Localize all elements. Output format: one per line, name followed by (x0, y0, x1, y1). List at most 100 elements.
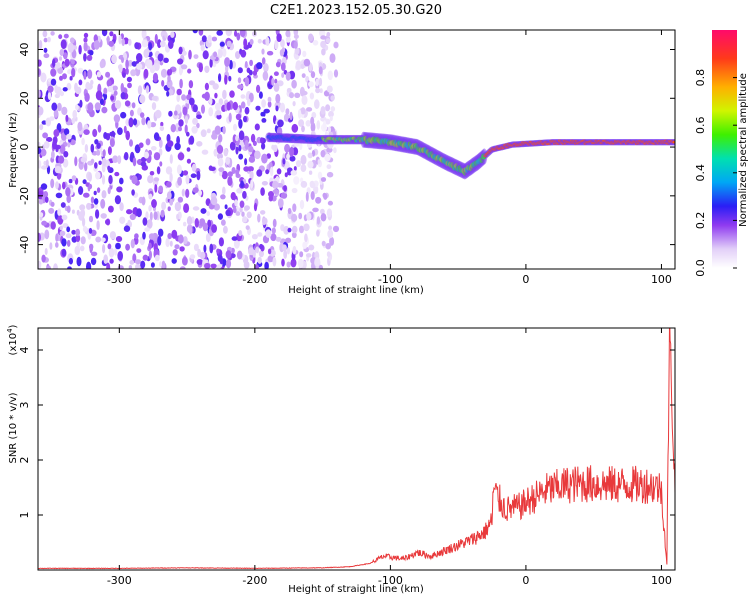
spectrogram-noise-blob (57, 67, 64, 74)
spectrogram-noise-blob (62, 158, 69, 168)
spectrogram-noise-blob (310, 116, 315, 126)
spectrogram-noise-blob (114, 100, 122, 109)
spectrogram-noise-blob (240, 49, 247, 58)
snr-y-exponent: (x104) (6, 324, 19, 355)
spectrogram-noise-blob (146, 219, 153, 229)
spectrogram-noise-blob (236, 32, 241, 41)
spectrogram-xtick-label: -300 (107, 273, 132, 286)
spectrogram-noise-blob (216, 144, 224, 154)
spectrogram-noise-blob (79, 99, 83, 108)
spectrogram-noise-blob (209, 243, 214, 254)
colorbar-tick-label: 0.2 (694, 212, 707, 230)
colorbar-tick-label: 0.0 (694, 259, 707, 277)
spectrogram-noise-blob (238, 153, 244, 160)
spectrogram-noise-blob (198, 189, 202, 197)
spectrogram-noise-blob (62, 181, 66, 190)
spectrogram-noise-blob (236, 250, 243, 260)
spectrogram-noise-blob (79, 204, 86, 211)
spectrogram-noise-blob (320, 177, 327, 182)
spectrogram-noise-blob (157, 39, 162, 49)
spectrogram-ytick-label: -40 (18, 236, 31, 254)
spectrogram-noise-blob (89, 50, 94, 56)
spectrogram-noise-blob (245, 225, 250, 231)
spectrogram-noise-blob (261, 57, 266, 65)
spectrogram-noise-blob (187, 68, 192, 74)
spectrogram-noise-blob (248, 145, 254, 153)
spectrogram-noise-blob (308, 244, 315, 251)
spectrogram-noise-blob (189, 225, 193, 235)
spectrogram-noise-blob (170, 124, 176, 133)
spectrogram-noise-blob (89, 243, 94, 251)
spectrogram-noise-blob (265, 36, 270, 46)
spectrogram-noise-blob (148, 242, 152, 250)
spectrogram-noise-blob (276, 168, 282, 175)
spectrogram-noise-blob (137, 85, 143, 95)
spectrogram-noise-blob (240, 94, 246, 99)
spectrogram-noise-blob (272, 144, 278, 153)
spectrogram-noise-blob (129, 109, 134, 117)
spectrogram-noise-blob (90, 196, 95, 204)
spectrogram-noise-blob (127, 219, 131, 227)
spectrogram-noise-blob (117, 251, 123, 261)
spectrogram-noise-blob (286, 87, 292, 93)
spectrogram-noise-blob (189, 254, 196, 260)
spectrogram-noise-blob (317, 171, 323, 180)
spectrogram-noise-blob (102, 244, 106, 254)
spectrogram-noise-blob (253, 202, 258, 212)
spectrogram-noise-blob (275, 93, 281, 104)
spectrogram-noise-blob (174, 142, 181, 151)
spectrogram-noise-blob (276, 33, 282, 42)
spectrogram-noise-blob (223, 148, 229, 157)
spectrogram-noise-blob (303, 58, 311, 67)
spectrogram-ytick-label: -20 (18, 187, 31, 205)
spectrogram-noise-blob (225, 250, 232, 259)
spectrogram-noise-blob (188, 49, 192, 60)
spectrogram-noise-blob (182, 106, 188, 116)
spectrogram-noise-blob (239, 30, 246, 37)
spectrogram-xtick-label: 100 (651, 273, 672, 286)
spectrogram-noise-blob (275, 236, 282, 242)
spectrogram-noise-blob (106, 79, 112, 88)
spectrogram-noise-blob (328, 225, 333, 231)
spectrogram-noise-blob (233, 123, 237, 131)
spectrogram-noise-blob (274, 39, 279, 50)
spectrogram-xtick-label: -200 (242, 273, 267, 286)
spectrogram-noise-blob (108, 205, 114, 213)
spectrogram-noise-blob (191, 125, 198, 134)
spectrogram-noise-blob (320, 35, 327, 40)
spectrogram-noise-blob (166, 181, 172, 188)
spectrogram-noise-blob (300, 164, 307, 173)
spectrogram-noise-blob (300, 63, 305, 69)
spectrogram-noise-blob (66, 205, 71, 213)
spectrogram-noise-blob (160, 209, 165, 218)
spectrogram-noise-blob (240, 101, 246, 109)
spectrogram-noise-blob (210, 196, 218, 206)
spectrogram-noise-blob (311, 150, 316, 157)
spectrogram-noise-blob (59, 144, 66, 155)
spectrogram-noise-blob (75, 234, 81, 242)
spectrogram-noise-blob (58, 34, 63, 40)
spectrogram-noise-blob (236, 188, 243, 194)
spectrogram-noise-blob (275, 61, 281, 68)
spectrogram-noise-blob (38, 68, 41, 76)
spectrogram-noise-blob (109, 131, 116, 137)
spectrogram-noise-blob (41, 120, 47, 125)
spectrogram-noise-blob (299, 199, 305, 210)
spectrogram-noise-blob (307, 152, 313, 159)
spectrogram-noise-blob (179, 78, 183, 89)
spectrogram-noise-blob (156, 166, 161, 175)
spectrogram-noise-blob (142, 231, 146, 240)
spectrogram-noise-blob (45, 159, 49, 168)
spectrogram-noise-blob (223, 225, 228, 234)
spectrogram-noise-blob (101, 175, 106, 185)
spectrogram-noise-blob (164, 32, 168, 39)
spectrogram-noise-blob (311, 111, 317, 119)
spectrogram-noise-blob (280, 62, 286, 71)
spectrogram-noise-blob (174, 201, 182, 212)
spectrogram-noise-blob (247, 166, 254, 172)
spectrogram-noise-blob (174, 110, 178, 116)
spectrogram-noise-blob (213, 203, 220, 211)
spectrogram-noise-blob (316, 120, 321, 130)
snr-y-exponent-close: ) (8, 324, 19, 328)
spectrogram-noise-blob (330, 95, 335, 101)
